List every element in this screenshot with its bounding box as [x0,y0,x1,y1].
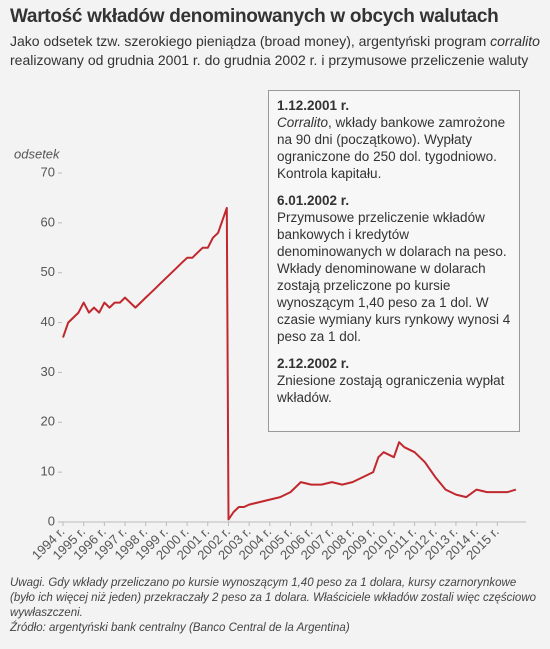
annotation-body: , wkłady bankowe zamrożone na 90 dni (po… [277,115,506,181]
source: Źródło: argentyński bank centralny (Banc… [10,622,350,634]
annotation-text: Corralito, wkłady bankowe zamrożone na 9… [277,114,511,182]
note: Uwagi. Gdy wkłady przeliczano po kursie … [10,577,537,619]
annotation-italic: Corralito [277,115,329,130]
subtitle-italic: corralito [490,33,540,49]
annotation-text: Zniesione zostają ograniczenia wypłat wk… [277,373,505,405]
annotation-date: 2.12.2002 r. [277,356,350,371]
chart-title: Wartość wkładów denominowanych w obcych … [10,6,499,27]
annotation-text: Przymusowe przeliczenie wkładów bankowyc… [277,210,511,344]
footnote: Uwagi. Gdy wkłady przeliczano po kursie … [10,576,540,636]
y-tick-label: 70 [41,164,55,179]
y-tick-label: 40 [41,314,55,329]
annotation-box: 1.12.2001 r. Corralito, wkłady bankowe z… [268,90,520,432]
y-tick-label: 20 [41,414,55,429]
y-tick-label: 30 [41,364,55,379]
subtitle-text: Jako odsetek tzw. szerokiego pieniądza (… [10,33,491,49]
y-tick-label: 0 [48,513,55,528]
y-tick-label: 60 [41,214,55,229]
y-axis-label: odsetek [14,146,61,161]
chart-subtitle: Jako odsetek tzw. szerokiego pieniądza (… [10,32,540,70]
annotation-date: 1.12.2001 r. [277,98,350,113]
y-tick-label: 50 [41,264,55,279]
annotation-date: 6.01.2002 r. [277,193,350,208]
data-line [62,206,517,521]
subtitle-text: realizowany od grudnia 2001 r. do grudni… [10,52,529,68]
y-tick-label: 10 [41,464,55,479]
